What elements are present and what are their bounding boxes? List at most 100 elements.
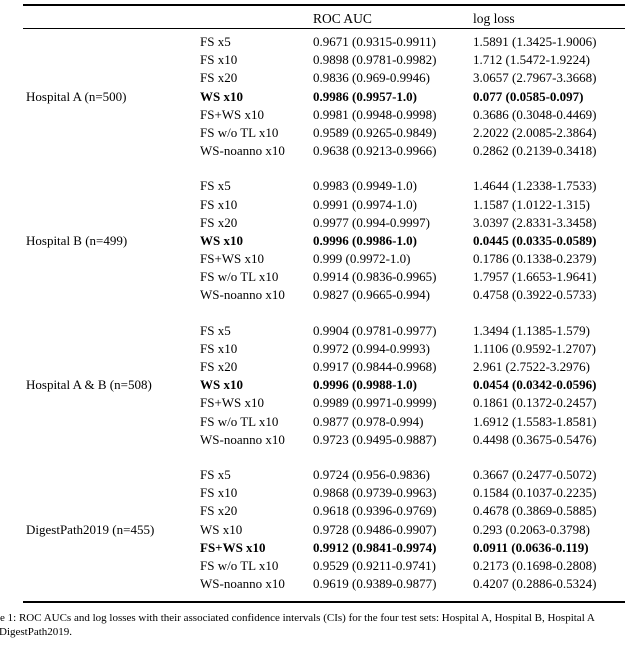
- method-cell: WS-noanno x10: [200, 143, 285, 159]
- log-loss-cell: 0.4207 (0.2886-0.5324): [473, 576, 597, 592]
- table-top-rule: [23, 4, 625, 6]
- table-row: FS x10 0.9868 (0.9739-0.9963) 0.1584 (0.10…: [0, 484, 640, 502]
- log-loss-cell: 1.6912 (1.5583-1.8581): [473, 413, 597, 429]
- table-body: Hospital A (n=500) FS x5 0.9671 (0.9315-0.…: [0, 29, 640, 601]
- log-loss-cell: 2.961 (2.7522-3.2976): [473, 359, 590, 374]
- column-header-log-loss: log loss: [473, 11, 515, 26]
- method-cell: FS x5: [200, 178, 231, 194]
- table-row: WS x10 0.9986 (0.9957-1.0) 0.077 (0.0585-0…: [0, 88, 640, 106]
- table-row: FS x5 0.9671 (0.9315-0.9911) 1.5891 (1.342…: [0, 33, 640, 51]
- method-cell: WS-noanno x10: [200, 576, 285, 592]
- group-rows: FS x5 0.9671 (0.9315-0.9911) 1.5891 (1.342…: [0, 33, 640, 160]
- log-loss-cell: 0.2173 (0.1698-0.2808): [473, 557, 597, 573]
- table-row: FS+WS x10 0.999 (0.9972-1.0) 0.1786 (0.133…: [0, 250, 640, 268]
- table-row: WS-noanno x10 0.9619 (0.9389-0.9877) 0.420…: [0, 575, 640, 593]
- method-cell: FS+WS x10: [200, 395, 265, 411]
- test-set-label: Hospital A & B (n=508): [26, 377, 152, 393]
- method-cell: WS x10: [200, 232, 243, 248]
- log-loss-cell: 1.4644 (1.2338-1.7533): [473, 178, 597, 194]
- method-cell: FS+WS x10: [200, 539, 266, 555]
- roc-auc-cell: 0.9618 (0.9396-0.9769): [313, 503, 437, 519]
- group-rows: FS x5 0.9983 (0.9949-1.0) 1.4644 (1.2338-1…: [0, 177, 640, 304]
- log-loss-cell: 1.1106 (0.9592-1.2707): [473, 340, 597, 356]
- method-cell: WS x10: [200, 521, 243, 537]
- method-cell: WS x10: [200, 377, 243, 393]
- table-row: FS x10 0.9972 (0.994-0.9993) 1.1106 (0.959…: [0, 340, 640, 358]
- log-loss-cell: 1.5891 (1.3425-1.9006): [473, 34, 597, 49]
- log-loss-cell: 3.0657 (2.7967-3.3668): [473, 70, 597, 86]
- test-set-group: Hospital A (n=500) FS x5 0.9671 (0.9315-0.…: [0, 33, 640, 160]
- method-cell: FS x20: [200, 359, 238, 374]
- method-cell: WS-noanno x10: [200, 431, 285, 447]
- method-cell: FS x5: [200, 34, 231, 49]
- table-row: FS+WS x10 0.9912 (0.9841-0.9974) 0.0911 (0…: [0, 539, 640, 557]
- roc-auc-cell: 0.999 (0.9972-1.0): [313, 251, 411, 267]
- roc-auc-cell: 0.9917 (0.9844-0.9968): [313, 359, 437, 374]
- roc-auc-cell: 0.9836 (0.969-0.9946): [313, 70, 430, 86]
- log-loss-cell: 0.0445 (0.0335-0.0589): [473, 232, 597, 248]
- test-set-group: Hospital B (n=499) FS x5 0.9983 (0.9949-1.…: [0, 177, 640, 304]
- roc-auc-cell: 0.9671 (0.9315-0.9911): [313, 34, 437, 49]
- log-loss-cell: 1.1587 (1.0122-1.315): [473, 196, 590, 212]
- table-row: WS x10 0.9996 (0.9988-1.0) 0.0454 (0.0342-…: [0, 376, 640, 394]
- log-loss-cell: 0.1786 (0.1338-0.2379): [473, 251, 597, 267]
- roc-auc-cell: 0.9589 (0.9265-0.9849): [313, 124, 437, 140]
- method-cell: FS w/o TL x10: [200, 269, 279, 285]
- method-cell: FS x20: [200, 214, 238, 230]
- roc-auc-cell: 0.9827 (0.9665-0.994): [313, 287, 430, 303]
- test-set-label: Hospital B (n=499): [26, 232, 128, 248]
- roc-auc-cell: 0.9898 (0.9781-0.9982): [313, 52, 437, 68]
- log-loss-cell: 1.7957 (1.6653-1.9641): [473, 269, 597, 285]
- log-loss-cell: 2.2022 (2.0085-2.3864): [473, 124, 597, 140]
- log-loss-cell: 0.3686 (0.3048-0.4469): [473, 106, 597, 122]
- roc-auc-cell: 0.9638 (0.9213-0.9966): [313, 143, 437, 159]
- test-set-group: Hospital A & B (n=508) FS x5 0.9904 (0.978…: [0, 322, 640, 449]
- table-row: WS-noanno x10 0.9638 (0.9213-0.9966) 0.286…: [0, 142, 640, 160]
- method-cell: FS x5: [200, 322, 231, 338]
- caption-line-1: e 1: ROC AUCs and log losses with their …: [0, 612, 595, 625]
- roc-auc-cell: 0.9868 (0.9739-0.9963): [313, 485, 437, 501]
- method-cell: FS w/o TL x10: [200, 124, 279, 140]
- table-caption: e 1: ROC AUCs and log losses with their …: [0, 612, 640, 639]
- method-cell: FS+WS x10: [200, 106, 265, 122]
- table-header-rule: [23, 28, 625, 29]
- method-cell: FS x20: [200, 70, 238, 86]
- roc-auc-cell: 0.9723 (0.9495-0.9887): [313, 431, 437, 447]
- roc-auc-cell: 0.9991 (0.9974-1.0): [313, 196, 417, 212]
- paper-page: ROC AUC log loss Hospital A (n=500) FS x5…: [0, 4, 640, 645]
- method-cell: FS w/o TL x10: [200, 413, 279, 429]
- roc-auc-cell: 0.9724 (0.956-0.9836): [313, 466, 430, 482]
- log-loss-cell: 0.1584 (0.1037-0.2235): [473, 485, 597, 501]
- method-cell: FS x10: [200, 196, 238, 212]
- log-loss-cell: 1.712 (1.5472-1.9224): [473, 52, 590, 68]
- table-row: FS x10 0.9991 (0.9974-1.0) 1.1587 (1.0122-…: [0, 196, 640, 214]
- log-loss-cell: 0.0454 (0.0342-0.0596): [473, 377, 597, 393]
- roc-auc-cell: 0.9728 (0.9486-0.9907): [313, 521, 437, 537]
- table-row: WS x10 0.9728 (0.9486-0.9907) 0.293 (0.206…: [0, 521, 640, 539]
- table-row: FS x5 0.9983 (0.9949-1.0) 1.4644 (1.2338-1…: [0, 177, 640, 195]
- log-loss-cell: 0.293 (0.2063-0.3798): [473, 521, 590, 537]
- log-loss-cell: 0.4498 (0.3675-0.5476): [473, 431, 597, 447]
- table-row: FS x20 0.9917 (0.9844-0.9968) 2.961 (2.752…: [0, 358, 640, 376]
- group-rows: FS x5 0.9724 (0.956-0.9836) 0.3667 (0.2477…: [0, 466, 640, 593]
- group-rows: FS x5 0.9904 (0.9781-0.9977) 1.3494 (1.138…: [0, 322, 640, 449]
- table-row: FS w/o TL x10 0.9914 (0.9836-0.9965) 1.795…: [0, 268, 640, 286]
- log-loss-cell: 0.4758 (0.3922-0.5733): [473, 287, 597, 303]
- method-cell: FS x10: [200, 340, 238, 356]
- method-cell: FS x5: [200, 466, 231, 482]
- log-loss-cell: 0.077 (0.0585-0.097): [473, 88, 584, 104]
- method-cell: FS x10: [200, 52, 238, 68]
- table-row: FS x5 0.9904 (0.9781-0.9977) 1.3494 (1.138…: [0, 322, 640, 340]
- table-row: WS x10 0.9996 (0.9986-1.0) 0.0445 (0.0335-…: [0, 232, 640, 250]
- table-row: WS-noanno x10 0.9827 (0.9665-0.994) 0.4758…: [0, 286, 640, 304]
- method-cell: FS x20: [200, 503, 238, 519]
- table-row: FS+WS x10 0.9989 (0.9971-0.9999) 0.1861 (0…: [0, 394, 640, 412]
- roc-auc-cell: 0.9904 (0.9781-0.9977): [313, 322, 437, 338]
- log-loss-cell: 0.3667 (0.2477-0.5072): [473, 466, 597, 482]
- table-row: FS x20 0.9618 (0.9396-0.9769) 0.4678 (0.38…: [0, 502, 640, 520]
- test-set-group: DigestPath2019 (n=455) FS x5 0.9724 (0.956…: [0, 466, 640, 593]
- roc-auc-cell: 0.9619 (0.9389-0.9877): [313, 576, 437, 592]
- roc-auc-cell: 0.9981 (0.9948-0.9998): [313, 106, 437, 122]
- method-cell: WS x10: [200, 88, 243, 104]
- roc-auc-cell: 0.9914 (0.9836-0.9965): [313, 269, 437, 285]
